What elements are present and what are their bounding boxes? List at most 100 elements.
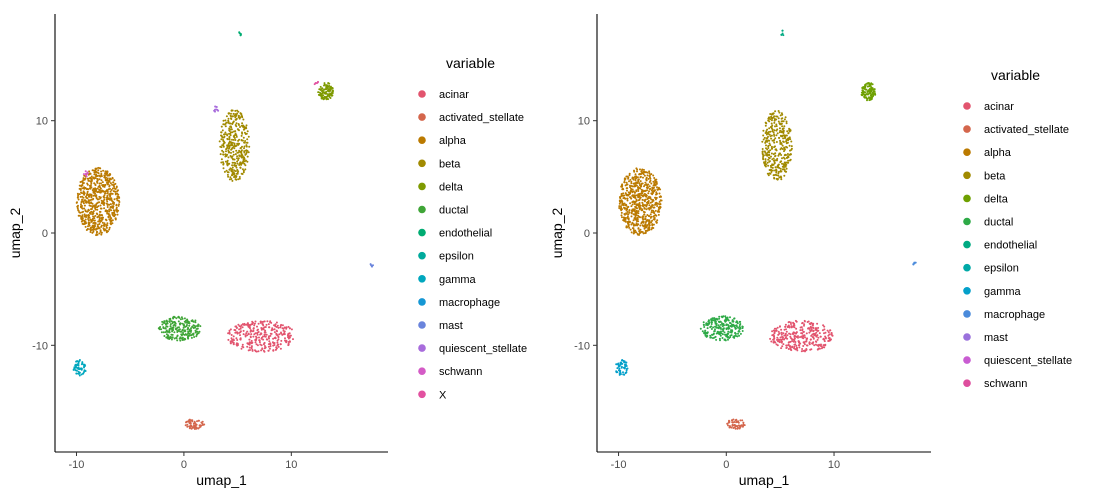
point-ductal	[709, 326, 712, 328]
point-acinar	[258, 336, 260, 339]
point-beta	[765, 122, 768, 125]
point-beta	[239, 150, 242, 153]
point-alpha	[650, 173, 653, 176]
point-beta	[226, 171, 229, 174]
point-alpha	[648, 226, 651, 228]
point-beta	[232, 120, 235, 123]
point-gamma	[75, 363, 78, 366]
point-beta	[235, 122, 238, 125]
point-beta	[770, 119, 773, 122]
point-beta	[779, 139, 781, 142]
point-beta	[225, 169, 228, 172]
point-ductal	[737, 326, 739, 329]
point-acinar	[830, 333, 833, 336]
point-ductal	[737, 332, 739, 335]
legend-label-activated-stellate: activated_stellate	[439, 112, 524, 124]
point-ductal	[727, 324, 730, 327]
point-alpha	[645, 220, 648, 223]
point-activated-stellate	[188, 418, 191, 421]
point-beta	[233, 147, 236, 150]
point-alpha	[636, 168, 639, 171]
point-beta	[774, 137, 777, 140]
point-acinar	[245, 332, 248, 335]
point-alpha	[80, 220, 83, 223]
point-acinar	[776, 344, 779, 347]
point-beta	[774, 110, 777, 113]
point-beta	[225, 115, 228, 118]
point-alpha	[636, 176, 639, 179]
point-ductal	[165, 325, 168, 328]
point-X	[314, 82, 317, 84]
point-ductal	[190, 336, 193, 339]
point-beta	[780, 131, 783, 134]
point-acinar	[276, 341, 279, 344]
point-beta	[234, 178, 237, 181]
point-alpha	[635, 222, 638, 225]
point-alpha	[112, 214, 115, 217]
point-alpha	[115, 204, 118, 207]
point-alpha	[632, 178, 635, 181]
point-activated-stellate	[742, 421, 745, 424]
point-alpha	[634, 224, 637, 227]
point-beta	[235, 164, 238, 167]
point-acinar	[268, 337, 270, 340]
point-alpha	[627, 223, 630, 226]
point-alpha	[115, 208, 118, 211]
point-alpha	[111, 187, 114, 190]
point-gamma	[619, 371, 622, 374]
point-alpha	[628, 209, 631, 212]
point-alpha	[618, 202, 621, 205]
point-acinar	[802, 349, 805, 352]
point-activated-stellate	[739, 419, 742, 422]
point-alpha	[619, 197, 622, 200]
point-gamma	[617, 369, 620, 372]
point-beta	[221, 129, 224, 132]
point-acinar	[787, 348, 790, 350]
point-ductal	[166, 330, 169, 333]
point-beta	[786, 146, 789, 149]
point-acinar	[238, 328, 241, 331]
point-alpha	[630, 185, 633, 187]
point-beta	[769, 130, 772, 133]
point-alpha	[645, 194, 648, 197]
point-ductal	[713, 319, 716, 322]
point-beta	[236, 151, 239, 154]
point-beta	[762, 138, 765, 141]
point-delta	[323, 97, 326, 100]
point-alpha	[641, 201, 644, 204]
point-alpha	[115, 206, 118, 209]
point-acinar	[772, 338, 775, 341]
point-alpha	[655, 193, 657, 196]
point-ductal	[730, 325, 733, 328]
point-alpha	[629, 178, 632, 181]
point-alpha	[650, 198, 653, 201]
point-beta	[244, 126, 247, 129]
point-ductal	[724, 333, 726, 336]
point-beta	[234, 116, 237, 119]
point-acinar	[277, 345, 280, 348]
point-acinar	[802, 334, 805, 337]
point-ductal	[731, 319, 734, 322]
point-ductal	[707, 322, 710, 325]
point-acinar	[244, 334, 247, 337]
point-activated-stellate	[188, 422, 191, 425]
point-beta	[762, 129, 765, 132]
point-activated-stellate	[186, 423, 189, 426]
point-acinar	[231, 341, 234, 343]
point-alpha	[624, 220, 627, 223]
point-alpha	[105, 172, 108, 174]
point-acinar	[774, 329, 777, 332]
point-beta	[220, 146, 223, 149]
point-alpha	[111, 177, 114, 180]
point-beta	[789, 149, 791, 152]
point-ductal	[176, 331, 179, 333]
point-alpha	[106, 200, 109, 203]
point-ductal	[739, 323, 741, 326]
point-beta	[789, 158, 792, 161]
point-beta	[765, 144, 767, 147]
point-quiescent-stellate	[214, 105, 217, 108]
point-beta	[233, 144, 236, 147]
point-acinar	[819, 344, 822, 347]
legend-label-endothelial: endothelial	[439, 228, 492, 240]
point-beta	[782, 129, 785, 132]
